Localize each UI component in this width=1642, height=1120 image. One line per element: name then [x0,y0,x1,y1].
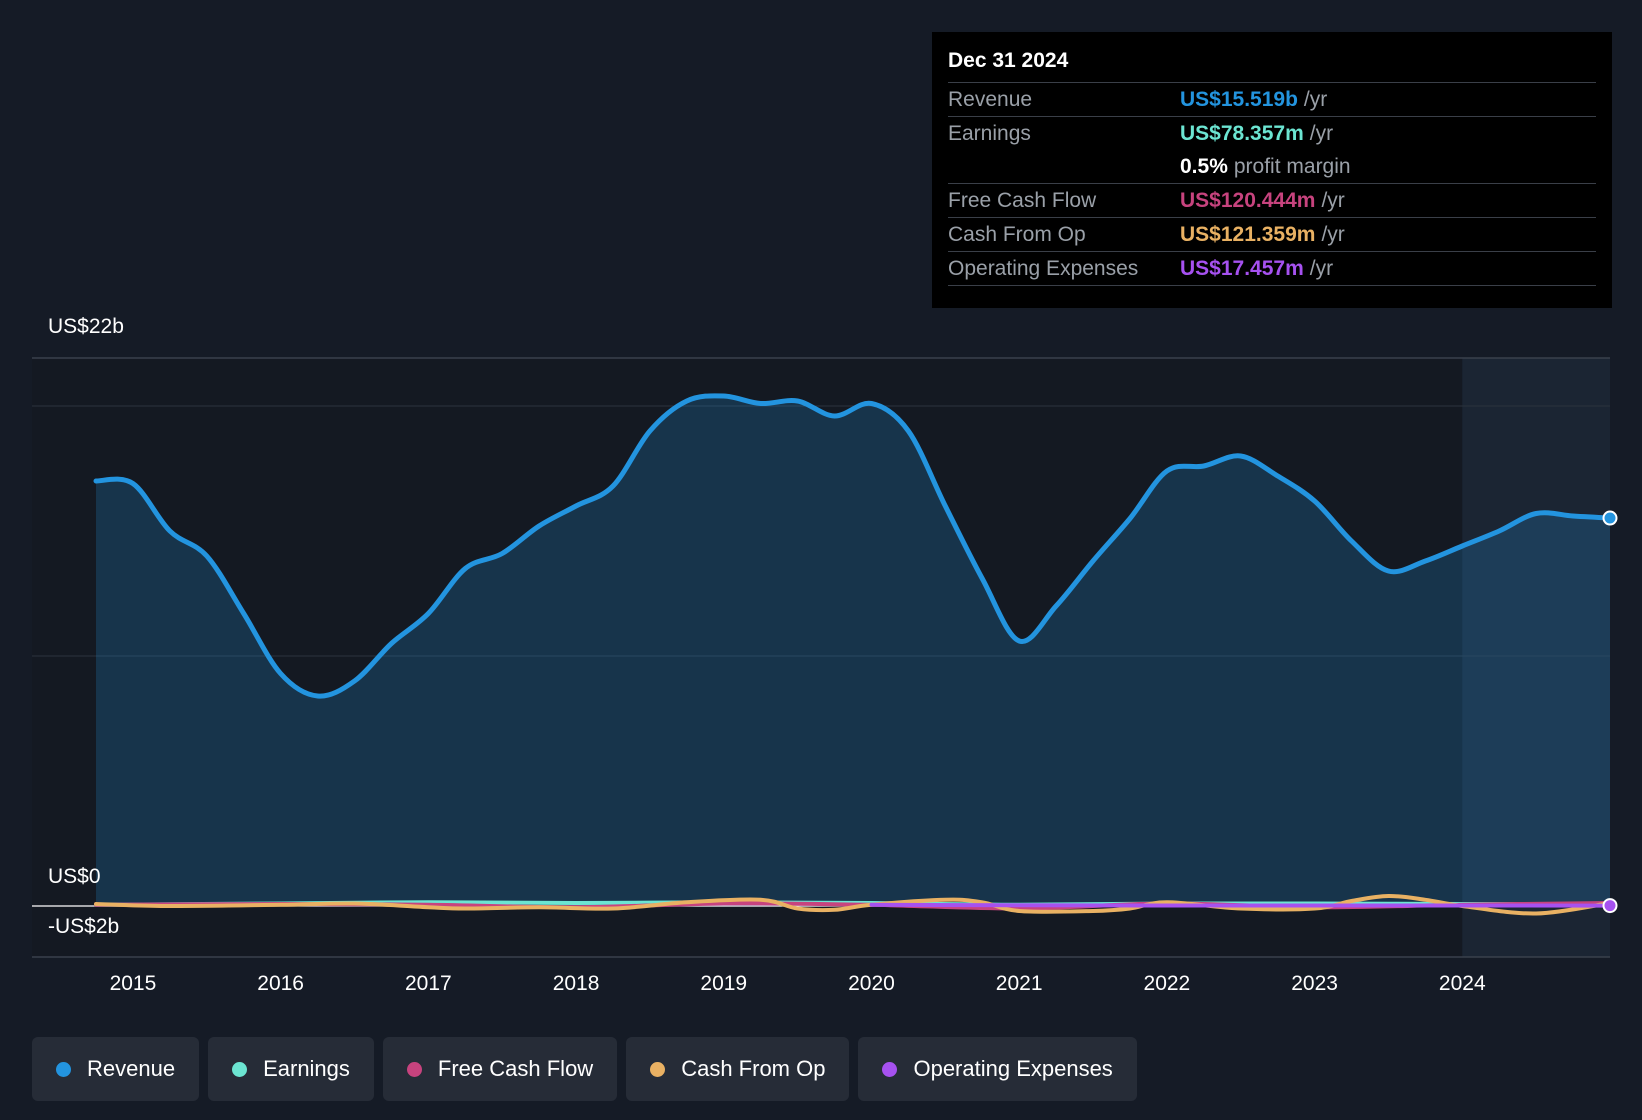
tooltip-row-cash-from-op: Cash From Op US$121.359m /yr [948,217,1596,251]
forecast-shade [1462,358,1610,957]
tooltip-label: Revenue [948,87,1033,111]
x-tick-label: 2024 [1439,972,1486,995]
tooltip-unit: /yr [1321,222,1345,246]
tooltip-date: Dec 31 2024 [948,49,1069,72]
x-tick-label: 2022 [1144,972,1191,995]
tooltip-label: Free Cash Flow [948,188,1097,212]
tooltip-label: Cash From Op [948,222,1086,246]
legend: Revenue Earnings Free Cash Flow Cash Fro… [32,1037,1146,1101]
tooltip-value: US$78.357m [1180,121,1304,145]
revenue-line [93,393,1613,699]
legend-label: Earnings [263,1056,350,1081]
x-tick-label: 2015 [110,972,157,995]
tooltip-value: US$17.457m [1180,256,1304,280]
legend-item-cash-from-op[interactable]: Cash From Op [626,1037,850,1101]
legend-item-operating-expenses[interactable]: Operating Expenses [858,1037,1137,1101]
tooltip-value: US$120.444m [1180,188,1316,212]
legend-dot-icon [56,1061,71,1077]
legend-dot-icon [882,1061,898,1077]
tooltip-label: Operating Expenses [948,256,1139,280]
revenue-area [96,395,1610,906]
y-tick-label: US$22b [48,315,124,338]
cash-from-op-line [94,893,1612,916]
tooltip-value: US$121.359m [1180,222,1316,246]
legend-label: Operating Expenses [913,1056,1113,1081]
x-tick-label: 2021 [996,972,1043,995]
chart: US$22b US$0 -US$2b 2015 2016 2017 2018 2019 2020… [32,315,1618,995]
tooltip-value: US$15.519b [1180,87,1298,111]
tooltip: Dec 31 2024 Revenue US$15.519b /yr Earni… [932,32,1612,308]
tooltip-row-operating-expenses: Operating Expenses US$17.457m /yr [948,251,1596,286]
x-tick-label: 2017 [405,972,452,995]
plot-area [32,358,1610,957]
tooltip-unit: profit margin [1233,154,1351,178]
tooltip-unit: /yr [1321,188,1345,212]
x-tick-label: 2019 [700,972,747,995]
x-tick-label: 2020 [848,972,895,995]
legend-item-revenue[interactable]: Revenue [32,1037,200,1101]
legend-dot-icon [406,1061,422,1077]
y-tick-label: -US$2b [48,915,119,938]
legend-dot-icon [650,1061,666,1077]
tooltip-label: Earnings [948,121,1031,145]
x-tick-label: 2018 [553,972,600,995]
tooltip-row-revenue: Revenue US$15.519b /yr [948,82,1596,116]
y-tick-label: US$0 [48,865,101,888]
tooltip-unit: /yr [1309,121,1334,145]
operating-expenses-line [869,902,1612,908]
tooltip-row-profit-margin: 0.5% profit margin [948,150,1596,183]
legend-item-earnings[interactable]: Earnings [208,1037,374,1101]
tooltip-unit: /yr [1309,256,1334,280]
x-tick-label: 2016 [257,972,304,995]
operating-expenses-end-point [1602,898,1618,914]
legend-label: Revenue [87,1056,176,1081]
x-tick-label: 2023 [1291,972,1338,995]
tooltip-unit: /yr [1303,87,1328,111]
tooltip-row-earnings: Earnings US$78.357m /yr [948,116,1596,150]
legend-label: Free Cash Flow [437,1056,594,1081]
legend-dot-icon [232,1061,248,1077]
legend-item-free-cash-flow[interactable]: Free Cash Flow [382,1037,618,1101]
revenue-end-point [1602,510,1618,526]
tooltip-row-free-cash-flow: Free Cash Flow US$120.444m /yr [948,183,1596,217]
legend-label: Cash From Op [681,1056,826,1081]
tooltip-value: 0.5% [1180,154,1228,178]
